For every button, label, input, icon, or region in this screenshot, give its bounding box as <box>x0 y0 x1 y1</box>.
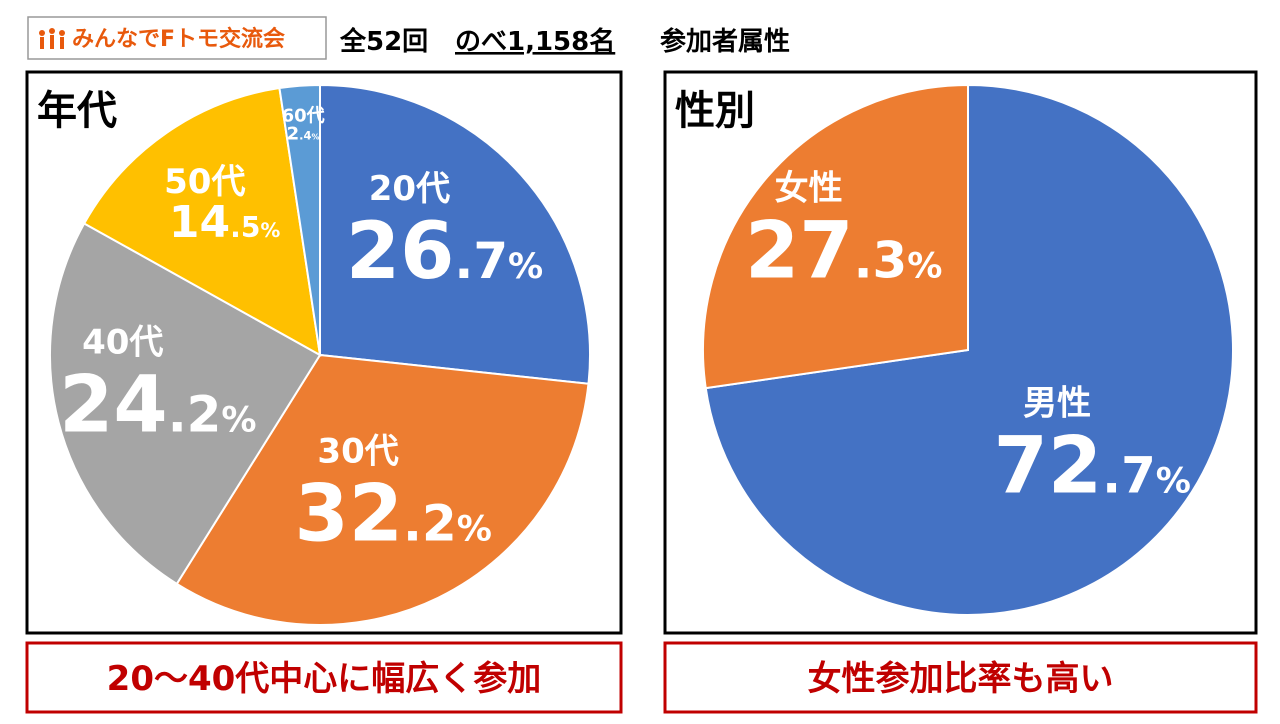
pie-slice <box>175 353 590 626</box>
pie-slice <box>82 86 322 357</box>
slice-category-label: 50代 <box>164 162 245 202</box>
caption: 女性参加比率も高い <box>808 659 1114 699</box>
header-subject: 参加者属性 <box>660 26 790 57</box>
slice-category-label: 20代 <box>369 169 450 209</box>
slice-value-label: 2.4% <box>287 124 320 145</box>
caption: 20〜40代中心に幅広く参加 <box>107 659 542 699</box>
slice-value-label: 32.2% <box>294 470 491 560</box>
slice-value-label: 24.2% <box>59 361 256 451</box>
pie-slice <box>702 83 969 390</box>
chart-frame <box>663 70 1258 635</box>
chart-frame <box>25 70 623 635</box>
slice-category-label: 女性 <box>775 169 843 209</box>
header-participants: のべ1,158名 <box>455 26 615 57</box>
slice-value-label: 27.3% <box>745 207 942 297</box>
caption-frame <box>25 641 623 714</box>
slice-value-label: 72.7% <box>994 422 1191 512</box>
chart-title: 年代 <box>37 88 117 134</box>
pie-slice <box>319 83 591 385</box>
chart-title: 性別 <box>675 88 755 134</box>
logo-text: みんなでFトモ交流会 <box>72 26 285 52</box>
pie-slice <box>704 83 1234 616</box>
slice-category-label: 男性 <box>1023 384 1091 424</box>
slice-value-label: 14.5% <box>169 197 281 248</box>
slice-category-label: 60代 <box>282 106 325 127</box>
slice-category-label: 40代 <box>82 323 163 363</box>
pie-slice <box>278 83 321 356</box>
slice-category-label: 30代 <box>317 432 398 472</box>
pie-slice <box>49 222 322 586</box>
slice-value-label: 26.7% <box>346 207 543 297</box>
logo-icon <box>39 28 65 49</box>
caption-frame <box>663 641 1258 714</box>
header-sessions: 全52回 <box>339 26 428 57</box>
logo-box <box>27 16 327 60</box>
